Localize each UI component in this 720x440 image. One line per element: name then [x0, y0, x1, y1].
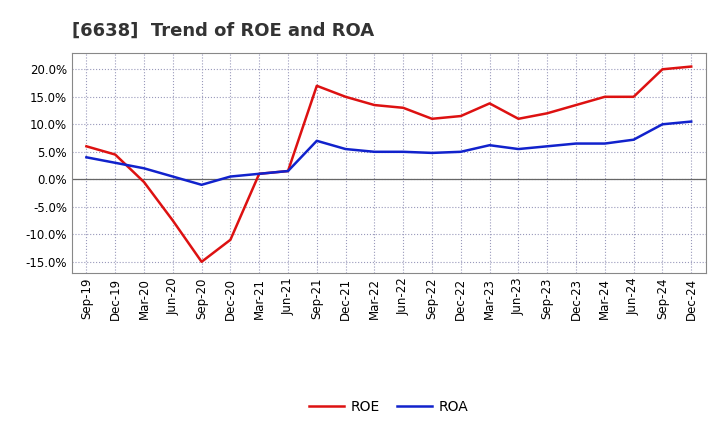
ROA — [600, 141, 609, 146]
ROE — [658, 66, 667, 72]
ROE — [485, 101, 494, 106]
ROE — [629, 94, 638, 99]
ROE — [399, 105, 408, 110]
ROA — [687, 119, 696, 124]
ROA — [197, 182, 206, 187]
ROE — [514, 116, 523, 121]
ROE — [341, 94, 350, 99]
ROA — [140, 165, 148, 171]
ROA — [226, 174, 235, 179]
ROE — [312, 83, 321, 88]
ROE — [168, 218, 177, 223]
ROA — [284, 169, 292, 174]
ROE — [284, 169, 292, 174]
ROA — [543, 143, 552, 149]
Line: ROA: ROA — [86, 121, 691, 185]
Text: [6638]  Trend of ROE and ROA: [6638] Trend of ROE and ROA — [72, 22, 374, 40]
ROA — [82, 154, 91, 160]
ROE — [428, 116, 436, 121]
ROA — [312, 138, 321, 143]
ROE — [140, 180, 148, 185]
ROA — [255, 171, 264, 176]
ROA — [629, 137, 638, 142]
ROE — [370, 103, 379, 108]
ROA — [658, 121, 667, 127]
ROE — [456, 114, 465, 119]
ROE — [197, 259, 206, 264]
ROE — [255, 171, 264, 176]
ROA — [514, 147, 523, 152]
ROA — [572, 141, 580, 146]
ROA — [456, 149, 465, 154]
ROA — [399, 149, 408, 154]
ROA — [370, 149, 379, 154]
ROA — [485, 143, 494, 148]
ROE — [111, 152, 120, 157]
ROE — [543, 110, 552, 116]
ROA — [428, 150, 436, 156]
ROA — [111, 160, 120, 165]
ROA — [168, 174, 177, 179]
Legend: ROE, ROA: ROE, ROA — [304, 394, 474, 419]
ROE — [572, 103, 580, 108]
ROE — [226, 237, 235, 242]
ROE — [600, 94, 609, 99]
ROA — [341, 147, 350, 152]
Line: ROE: ROE — [86, 66, 691, 262]
ROE — [82, 143, 91, 149]
ROE — [687, 64, 696, 69]
